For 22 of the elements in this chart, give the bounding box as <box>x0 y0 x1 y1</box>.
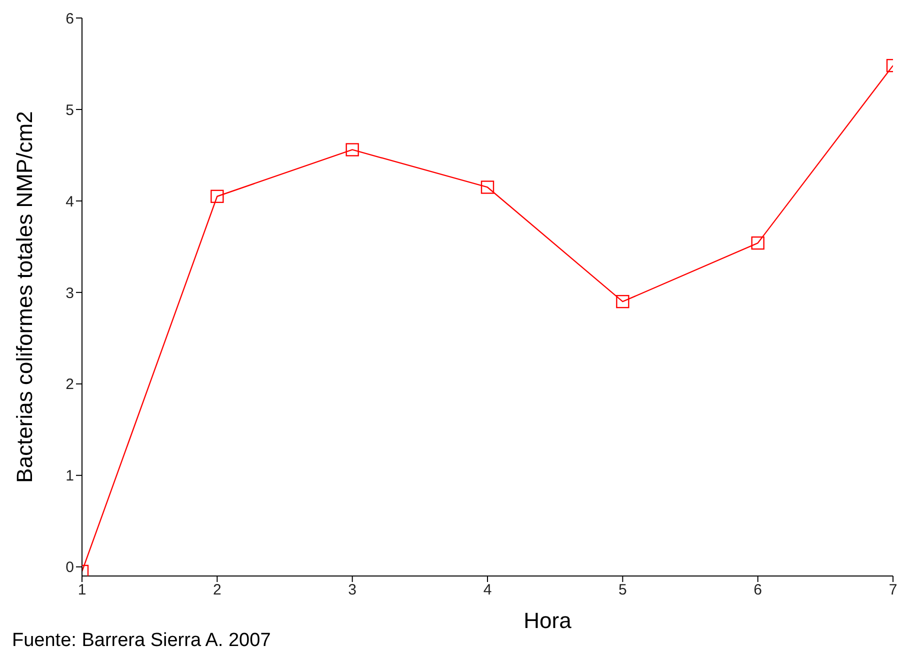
y-tick-label: 4 <box>66 193 74 210</box>
point <box>616 294 630 308</box>
point <box>480 180 494 194</box>
x-tick-label: 1 <box>78 582 86 599</box>
x-tick-label: 6 <box>754 582 762 599</box>
y-tick-label: 5 <box>66 102 74 119</box>
point <box>210 190 224 203</box>
x-tick-label: 5 <box>618 582 627 599</box>
y-axis-title: Bacterias coliformes totales NMP/cm2 <box>12 111 37 483</box>
x-axis-title: Hora <box>524 608 572 633</box>
source-note: Fuente: Barrera Sierra A. 2007 <box>12 630 271 652</box>
x-tick-label: 2 <box>212 582 222 599</box>
y-tick-label: 3 <box>66 284 74 302</box>
point <box>346 143 359 156</box>
y-tick-label: 6 <box>66 10 74 28</box>
x-tick-label: 4 <box>483 582 492 599</box>
point <box>751 236 764 250</box>
x-tick-label: 3 <box>348 582 357 599</box>
y-tick-label: 0 <box>66 559 74 576</box>
y-tick-label: 1 <box>66 468 74 485</box>
y-tick-label: 2 <box>66 376 74 394</box>
x-tick-label: 7 <box>888 582 898 599</box>
